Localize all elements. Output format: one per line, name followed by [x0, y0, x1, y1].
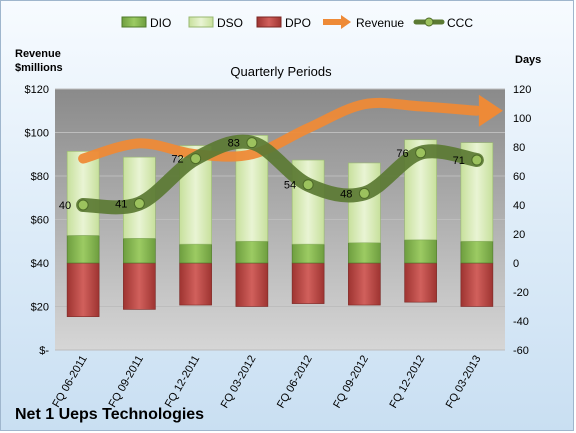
right-tick-label: -40 [513, 316, 529, 328]
right-tick-label: 60 [513, 171, 525, 183]
ccc-data-label: 41 [115, 199, 127, 211]
left-tick-label: $20 [31, 302, 49, 314]
right-tick-label: 80 [513, 142, 525, 154]
legend-swatch-dpo [256, 16, 282, 28]
left-tick-label: $60 [31, 215, 49, 227]
left-tick-label: $- [39, 345, 49, 357]
right-tick-label: -60 [513, 345, 529, 357]
bar-dio [66, 235, 100, 264]
ccc-data-label: 83 [228, 138, 240, 150]
ccc-data-label: 40 [59, 200, 71, 212]
right-tick-label: 0 [513, 258, 519, 270]
ccc-data-label: 54 [284, 180, 296, 192]
ccc-data-label: 71 [453, 155, 465, 167]
x-tick-label: FQ 09-2012 [331, 354, 371, 411]
legend-label-revenue: Revenue [356, 16, 404, 30]
legend-label-dio: DIO [150, 16, 171, 30]
ccc-point [471, 154, 483, 166]
bar-series [66, 135, 494, 317]
right-tick-label: 20 [513, 229, 525, 241]
ccc-data-label: 76 [396, 148, 408, 160]
ccc-point [190, 153, 202, 165]
ccc-line [76, 134, 484, 215]
x-tick-label: FQ 03-2013 [444, 354, 484, 411]
legend-swatch-dso [188, 16, 214, 28]
left-tick-label: $80 [31, 171, 49, 183]
ccc-point [246, 137, 258, 149]
bar-dso [348, 162, 381, 243]
right-tick-label: -20 [513, 287, 529, 299]
x-tick-label: FQ 12-2012 [387, 354, 427, 411]
left-axis-title-line2: $millions [15, 62, 63, 74]
right-tick-label: 120 [513, 84, 531, 96]
bar-dio [291, 243, 325, 264]
left-axis: $- $20 $40 $60 $80 $100 $120 [25, 84, 50, 357]
bar-dio [348, 242, 381, 264]
ccc-data-label: 48 [340, 188, 352, 200]
ccc-point [77, 199, 89, 211]
ccc-point [302, 179, 314, 191]
ccc-data-label: 72 [171, 154, 183, 166]
bar-dpo [179, 262, 212, 306]
bar-dso [66, 151, 100, 236]
legend-swatch-dio [121, 16, 147, 28]
right-axis-title: Days [515, 54, 541, 66]
ccc-point [133, 198, 145, 210]
ccc-series: 40 41 72 83 54 48 76 71 [59, 134, 484, 215]
ccc-point [415, 147, 427, 159]
legend-label-dso: DSO [217, 16, 243, 30]
bar-dpo [123, 262, 156, 310]
bar-dpo [404, 262, 437, 303]
legend-arrow-icon [323, 15, 351, 29]
bar-dpo [291, 262, 325, 304]
legend: DIO DSO DPO Revenue CCC [121, 15, 473, 30]
bar-dpo [460, 262, 494, 307]
left-tick-label: $40 [31, 258, 49, 270]
ccc-point [358, 187, 370, 199]
bar-dio [179, 243, 212, 264]
legend-marker-icon [424, 17, 434, 27]
legend-label-ccc: CCC [447, 16, 473, 30]
revenue-line [78, 97, 482, 164]
bar-dio [235, 240, 269, 264]
legend-label-dpo: DPO [285, 16, 311, 30]
left-tick-label: $120 [25, 84, 49, 96]
bar-dio [460, 240, 494, 264]
company-name: Net 1 Ueps Technologies [15, 406, 204, 423]
right-tick-label: 40 [513, 200, 525, 212]
left-axis-title-line1: Revenue [15, 48, 61, 60]
bar-dpo [235, 262, 269, 307]
x-tick-label: FQ 06-2012 [275, 354, 315, 411]
bar-dio [123, 238, 156, 264]
plot-title: Quarterly Periods [230, 64, 332, 79]
right-axis: -60 -40 -20 0 20 40 60 80 100 120 [513, 84, 531, 357]
bar-dpo [348, 262, 381, 306]
revenue-series [78, 94, 503, 164]
x-tick-label: FQ 12-2011 [163, 354, 202, 410]
x-tick-label: FQ 03-2012 [219, 354, 259, 411]
x-tick-label: FQ 09-2011 [107, 354, 146, 410]
left-tick-label: $100 [25, 128, 49, 140]
bar-dpo [66, 262, 100, 317]
x-axis: FQ 06-2011 FQ 09-2011 FQ 12-2011 FQ 03-2012… [50, 354, 483, 411]
x-tick-label: FQ 06-2011 [50, 354, 89, 410]
bar-dio [404, 239, 437, 264]
revenue-arrowhead [478, 94, 503, 127]
right-tick-label: 100 [513, 113, 531, 125]
